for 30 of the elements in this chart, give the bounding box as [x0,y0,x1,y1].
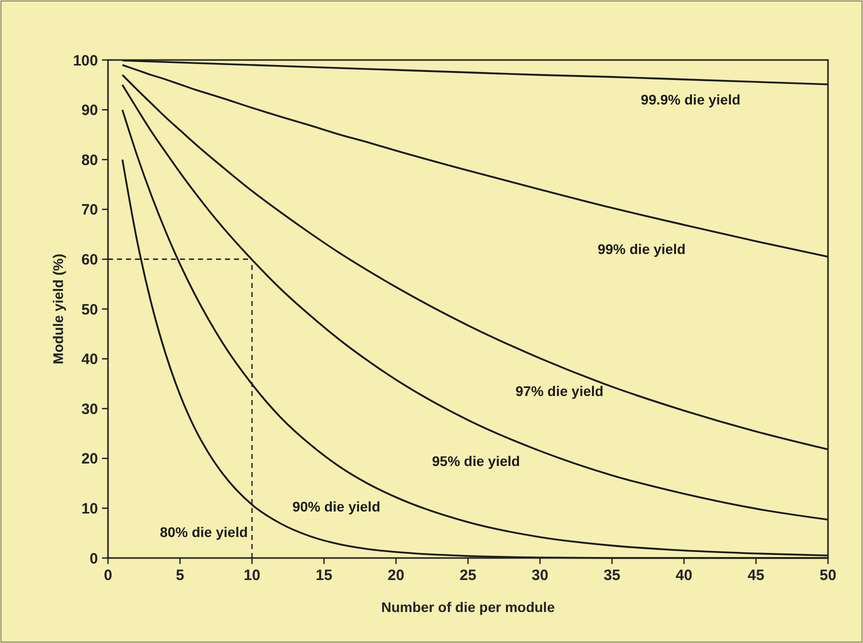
x-tick-label: 0 [104,567,112,584]
y-tick-label: 0 [90,550,98,568]
series-label: 90% die yield [292,498,380,515]
x-tick-label: 25 [460,567,476,584]
x-tick-label: 15 [316,567,332,584]
series-label: 99% die yield [598,241,686,258]
y-tick-label: 90 [81,102,98,120]
y-tick-label: 10 [81,500,98,518]
series-label: 97% die yield [516,383,604,400]
y-tick-label: 60 [81,251,98,268]
y-tick-label: 70 [81,202,98,219]
series-label: 99.9% die yield [640,92,740,108]
x-tick-label: 45 [748,567,764,584]
series-label: 80% die yield [160,524,248,540]
x-tick-label: 5 [176,567,184,584]
y-tick-label: 50 [81,301,98,318]
series-label: 95% die yield [432,452,520,469]
x-tick-label: 30 [532,567,548,584]
x-tick-label: 50 [820,567,836,584]
y-tick-label: 40 [81,351,98,368]
x-tick-label: 35 [604,567,620,584]
x-tick-label: 10 [244,567,260,584]
x-axis-title: Number of die per module [381,599,555,615]
x-tick-label: 20 [388,567,404,584]
y-tick-label: 20 [81,450,98,468]
y-tick-label: 100 [72,52,98,70]
x-tick-label: 40 [676,567,692,584]
y-tick-label: 30 [81,400,98,418]
y-axis-title: Module yield (%) [50,254,66,364]
y-tick-label: 80 [81,152,98,169]
